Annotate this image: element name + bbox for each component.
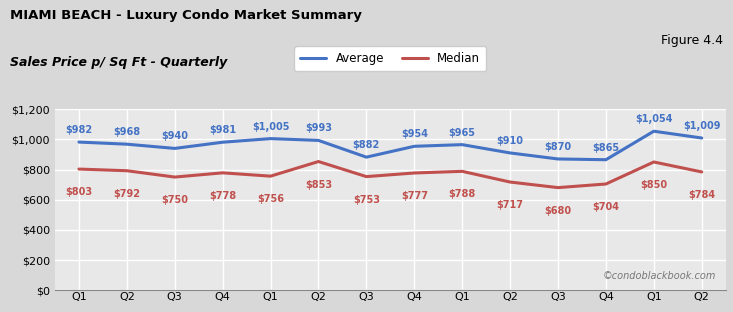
Text: $965: $965 [449, 128, 476, 138]
Median [218, 171, 227, 175]
Text: $1,009: $1,009 [683, 121, 721, 131]
Text: MIAMI BEACH - Luxury Condo Market Summary: MIAMI BEACH - Luxury Condo Market Summar… [10, 9, 361, 22]
Median [266, 174, 275, 178]
Average [458, 143, 467, 147]
Average [218, 140, 227, 144]
Text: ©condoblackbook.com: ©condoblackbook.com [603, 271, 715, 281]
Text: $968: $968 [114, 127, 141, 137]
Text: $1,005: $1,005 [252, 122, 290, 132]
Average [122, 142, 131, 146]
Text: $940: $940 [161, 131, 188, 141]
Text: $870: $870 [545, 142, 572, 152]
Average [697, 136, 706, 140]
Text: $756: $756 [257, 194, 284, 204]
Text: Sales Price p/ Sq Ft - Quarterly: Sales Price p/ Sq Ft - Quarterly [10, 56, 226, 69]
Median [314, 160, 323, 163]
Average [410, 144, 419, 148]
Median [697, 170, 706, 174]
Text: $778: $778 [209, 191, 236, 201]
Text: $910: $910 [496, 136, 523, 146]
Median [362, 175, 371, 178]
Text: $803: $803 [65, 187, 92, 197]
Average [266, 137, 275, 140]
Text: $788: $788 [449, 189, 476, 199]
Text: $853: $853 [305, 180, 332, 190]
Average [506, 151, 515, 155]
Text: $680: $680 [545, 206, 572, 216]
Average [170, 147, 179, 150]
Line: Median: Median [79, 162, 701, 188]
Median [122, 169, 131, 173]
Median [458, 169, 467, 173]
Text: $750: $750 [161, 195, 188, 205]
Text: $850: $850 [640, 180, 667, 190]
Line: Average: Average [79, 131, 701, 160]
Text: $1,054: $1,054 [635, 114, 673, 124]
Text: $717: $717 [496, 200, 523, 210]
Text: $784: $784 [688, 190, 715, 200]
Average [75, 140, 84, 144]
Text: $954: $954 [401, 129, 428, 139]
Text: $753: $753 [353, 195, 380, 205]
Text: $993: $993 [305, 124, 332, 134]
Text: $792: $792 [114, 189, 140, 199]
Average [649, 129, 658, 133]
Median [410, 171, 419, 175]
Median [75, 167, 84, 171]
Average [553, 157, 562, 161]
Median [649, 160, 658, 164]
Text: $982: $982 [65, 125, 92, 135]
Average [362, 155, 371, 159]
Text: $777: $777 [401, 191, 428, 201]
Text: $704: $704 [592, 202, 619, 212]
Average [602, 158, 611, 162]
Median [170, 175, 179, 179]
Text: Figure 4.4: Figure 4.4 [661, 34, 723, 47]
Median [553, 186, 562, 189]
Median [506, 180, 515, 184]
Text: $981: $981 [209, 125, 236, 135]
Text: $865: $865 [592, 143, 619, 153]
Average [314, 139, 323, 142]
Text: $882: $882 [353, 140, 380, 150]
Median [602, 182, 611, 186]
Legend: Average, Median: Average, Median [295, 46, 486, 71]
